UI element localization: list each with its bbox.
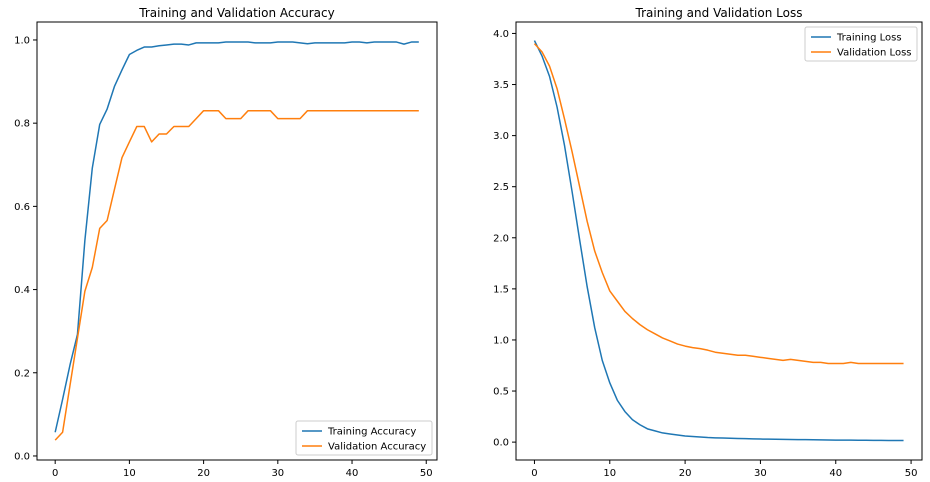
y-tick-label: 0.0 [493, 438, 509, 449]
loss-chart: Training and Validation Loss 0 10 20 30 40 50 0… [493, 6, 923, 479]
y-tick-label: 3.5 [493, 80, 509, 91]
y-tick-label: 1.5 [493, 284, 509, 295]
y-tick-label: 1.0 [493, 335, 509, 346]
legend-label: Validation Accuracy [328, 442, 426, 453]
y-tick-label: 0.5 [493, 387, 509, 398]
x-tick-label: 0 [531, 468, 537, 479]
x-tick-label: 0 [52, 468, 58, 479]
legend-label: Training Loss [836, 33, 902, 44]
legend: Training Loss Validation Loss [804, 26, 918, 62]
x-tick-label: 20 [679, 468, 692, 479]
y-tick-label: 3.0 [493, 131, 509, 142]
series-line-validation-accuracy [54, 109, 419, 441]
legend-label: Validation Loss [837, 48, 912, 59]
x-tick-label: 50 [420, 468, 433, 479]
x-tick-label: 10 [603, 468, 616, 479]
y-tick-label: 0.6 [14, 202, 30, 213]
legend-box [804, 26, 918, 62]
x-tick-label: 10 [123, 468, 136, 479]
x-tick-label: 20 [197, 468, 210, 479]
axes-frame [515, 21, 923, 461]
y-tick-label: 2.0 [493, 233, 509, 244]
x-tick-label: 50 [905, 468, 918, 479]
x-tick-label: 30 [754, 468, 767, 479]
axes-frame [36, 21, 438, 461]
x-tick-label: 30 [271, 468, 284, 479]
legend: Training Accuracy Validation Accuracy [295, 420, 433, 456]
series-line-validation-loss [533, 43, 904, 365]
series-line-training-loss [533, 40, 904, 442]
chart-title: Training and Validation Loss [635, 6, 803, 20]
y-tick-label: 0.8 [14, 119, 30, 130]
y-tick-label: 2.5 [493, 182, 509, 193]
series-line-training-accuracy [54, 41, 419, 433]
y-tick-label: 0.0 [14, 451, 30, 462]
accuracy-chart: Training and Validation Accuracy 0 10 20 30 4… [14, 6, 438, 479]
legend-box [295, 420, 433, 456]
y-tick-label: 0.2 [14, 368, 30, 379]
x-tick-label: 40 [346, 468, 359, 479]
y-tick-label: 0.4 [14, 285, 30, 296]
y-tick-label: 1.0 [14, 35, 30, 46]
chart-title: Training and Validation Accuracy [138, 6, 334, 20]
x-tick-label: 40 [829, 468, 842, 479]
y-tick-label: 4.0 [493, 29, 509, 40]
legend-label: Training Accuracy [327, 427, 416, 438]
